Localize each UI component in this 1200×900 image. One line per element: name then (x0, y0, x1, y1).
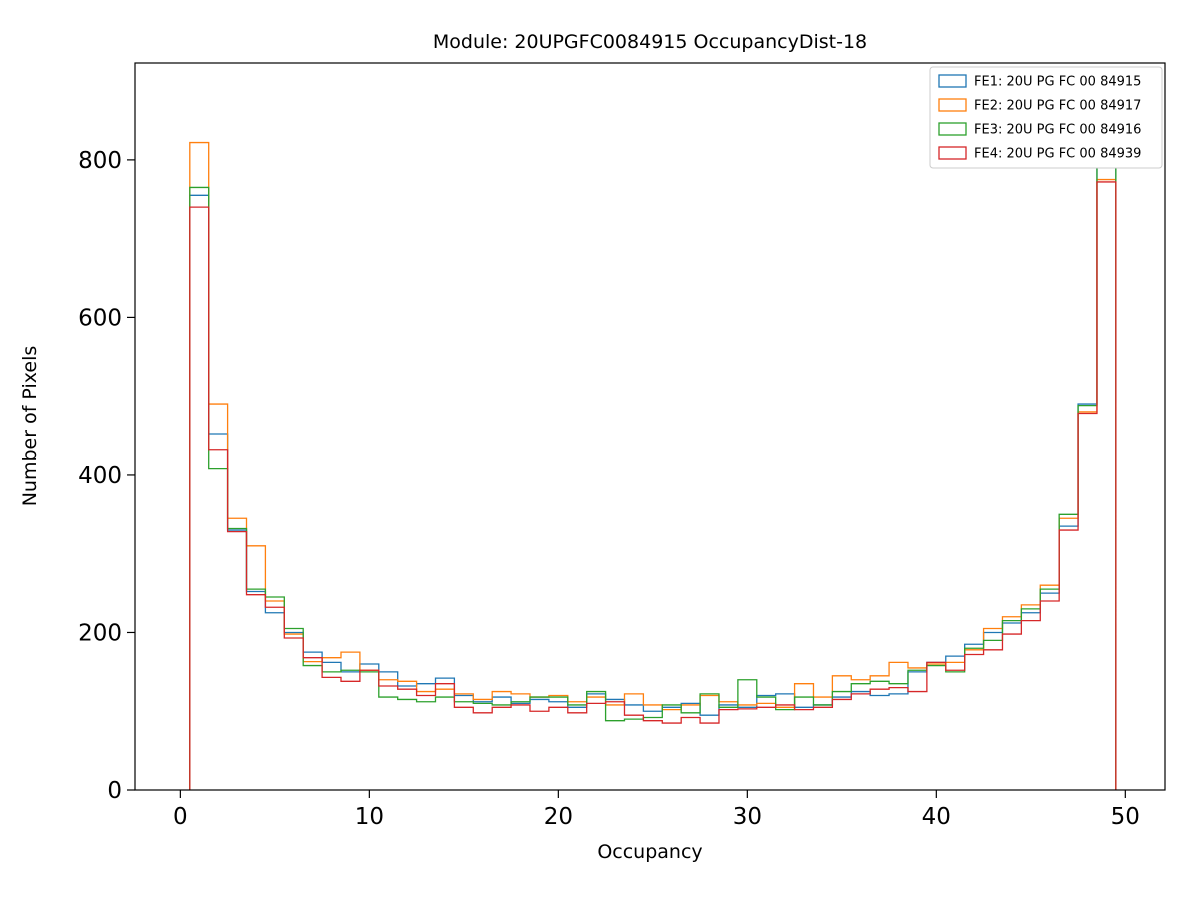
legend-label: FE3: 20U PG FC 00 84916 (974, 123, 1141, 138)
legend-label: FE1: 20U PG FC 00 84915 (974, 75, 1141, 90)
series-path-fe2 (189, 141, 1117, 790)
legend-swatch-icon (938, 122, 967, 136)
legend-swatch-icon (938, 74, 967, 88)
legend: FE1: 20U PG FC 00 84915 FE2: 20U PG FC 00… (929, 66, 1163, 169)
series-path-fe4 (189, 181, 1117, 790)
y-tick-label: 600 (78, 305, 122, 331)
y-tick-label: 800 (78, 148, 122, 174)
x-tick-label: 50 (1111, 804, 1140, 830)
legend-item: FE2: 20U PG FC 00 84917 (938, 98, 1141, 114)
y-axis-label: Number of Pixels (19, 346, 41, 507)
y-tick-label: 200 (78, 620, 122, 646)
x-tick-label: 30 (733, 804, 762, 830)
y-tick-label: 400 (78, 463, 122, 489)
chart-title: Module: 20UPGFC0084915 OccupancyDist-18 (433, 31, 867, 53)
legend-item: FE1: 20U PG FC 00 84915 (938, 74, 1141, 90)
legend-label: FE2: 20U PG FC 00 84917 (974, 99, 1141, 114)
x-tick-label: 10 (355, 804, 384, 830)
legend-swatch-icon (938, 98, 967, 112)
legend-box (929, 66, 1163, 169)
legend-label: FE4: 20U PG FC 00 84939 (974, 147, 1141, 162)
plot-area: 0 10 20 30 40 50 0 200 400 600 800 FE1: 20U PG FC 0… (78, 62, 1166, 830)
y-tick-label: 0 (107, 778, 122, 804)
legend-swatch-icon (938, 146, 967, 160)
series-path-fe1 (189, 167, 1117, 790)
x-axis-label: Occupancy (597, 841, 702, 863)
legend-item: FE3: 20U PG FC 00 84916 (938, 122, 1141, 138)
x-tick-label: 0 (173, 804, 188, 830)
series-path-fe3 (189, 151, 1117, 790)
legend-item: FE4: 20U PG FC 00 84939 (938, 146, 1141, 162)
x-tick-label: 20 (544, 804, 573, 830)
plot-border (134, 62, 1166, 791)
x-tick-label: 40 (922, 804, 951, 830)
